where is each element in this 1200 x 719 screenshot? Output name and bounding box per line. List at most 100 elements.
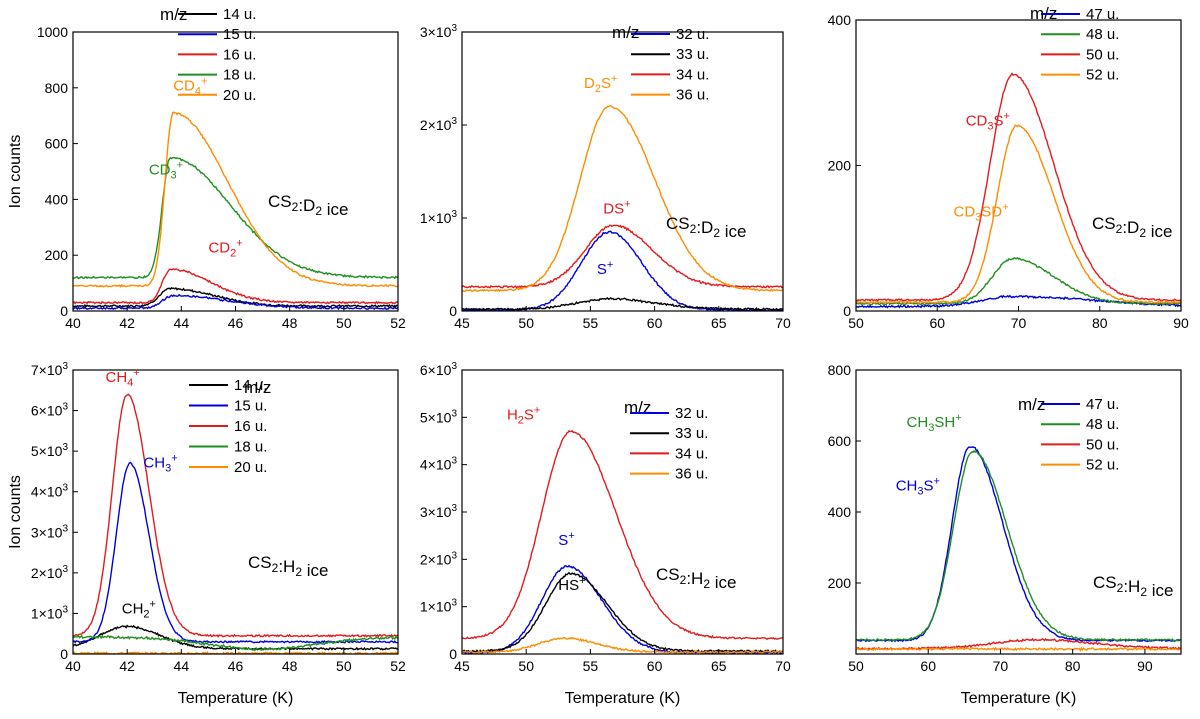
legend-label: 36 u. [676,87,709,104]
x-axis-title: Temperature (K) [961,690,1077,707]
y-tick-label: 4×103 [31,483,69,500]
y-tick-label: 1000 [37,24,68,40]
x-tick-label: 44 [174,658,190,674]
y-tick-label: 0 [60,646,68,662]
legend-label: 47 u. [1086,6,1119,23]
panel-d: 40 42 44 46 48 50 52 0 1×103 2×103 3×103 4×103 5×103… [7,361,406,707]
sample-label: CS2:H2 ice [656,565,736,592]
annotation-label: CH3+ [143,452,177,474]
series-line-d-16 [73,393,398,638]
x-tick-label: 65 [711,658,727,674]
legend-label: 52 u. [1086,457,1119,474]
y-tick-label: 0 [449,646,457,662]
sample-label: CS2:D2 ice [1092,214,1172,241]
x-tick-label: 50 [848,315,864,331]
y-tick-label: 200 [45,247,69,263]
legend-label: 15 u. [234,398,267,415]
series-line-f-52 [856,646,1181,652]
annotation-label: H2S+ [507,405,540,427]
y-tick-label: 2×103 [420,116,458,133]
legend-label: 50 u. [1086,436,1119,453]
x-tick-label: 45 [454,658,470,674]
legend-label: 48 u. [1086,26,1119,43]
y-tick-label: 0 [60,303,68,319]
x-tick-label: 55 [583,658,599,674]
x-tick-label: 80 [1092,315,1108,331]
annotation-label: D2S+ [584,73,617,95]
x-tick-label: 40 [65,315,81,331]
annotation-label: S+ [558,530,574,549]
y-tick-label: 800 [45,80,69,96]
x-tick-label: 42 [119,315,135,331]
series-line-c-50 [856,72,1181,302]
y-axis-title: Ion counts [7,475,24,549]
annotation-label: CH4+ [106,367,140,389]
panel-a: 40 42 44 46 48 50 52 0 200 400 600 800 1000 Ion count… [7,5,406,331]
annotation-label: CD4+ [173,76,207,98]
y-tick-label: 0 [843,303,851,319]
sample-label: CS2:H2 ice [248,553,328,580]
series-line-a-16 [73,268,398,305]
legend-title: m/z [160,5,187,24]
x-tick-label: 80 [1065,658,1081,674]
series-line-a-14 [73,286,398,309]
legend-label: 48 u. [1086,416,1119,433]
legend-title: m/z [624,398,651,417]
series-line-b-34 [462,224,783,289]
x-tick-label: 70 [775,658,791,674]
series-line-f-47 [856,446,1181,643]
x-tick-label: 50 [848,658,864,674]
legend-label: 16 u. [223,46,256,63]
x-tick-label: 45 [454,315,470,331]
y-tick-label: 400 [828,504,852,520]
y-tick-label: 6×103 [31,402,69,419]
x-tick-label: 50 [336,315,352,331]
series-line-e-36 [462,636,783,654]
y-tick-label: 2×103 [420,550,458,567]
legend-label: 50 u. [1086,46,1119,63]
annotation-label: CD3+ [149,159,183,181]
series-line-d-15 [73,461,398,644]
plot-frame [461,31,784,312]
y-tick-label: 1×103 [31,604,69,621]
sample-label: CS2:H2 ice [1093,573,1173,600]
x-tick-label: 48 [282,315,298,331]
x-tick-label: 60 [920,658,936,674]
legend-label: 14 u. [234,377,267,394]
series-line-a-18 [73,156,398,280]
series-line-b-33 [462,296,783,311]
series-line-a-20 [73,111,398,288]
annotation-label: CH3SH+ [907,412,962,434]
legend-label: 52 u. [1086,67,1119,84]
legend-label: 16 u. [234,418,267,435]
legend-label: 20 u. [223,87,256,104]
legend-label: 32 u. [675,405,708,422]
legend-label: 18 u. [223,67,256,84]
y-tick-label: 600 [45,136,69,152]
y-tick-label: 1×103 [420,598,458,615]
sample-label: CS2:D2 ice [268,192,348,219]
y-tick-label: 600 [828,433,852,449]
x-tick-label: 48 [282,658,298,674]
x-tick-label: 44 [174,315,190,331]
y-tick-label: 200 [828,575,852,591]
legend-label: 33 u. [675,425,708,442]
legend-label: 18 u. [234,439,267,456]
y-tick-label: 6×103 [420,361,458,378]
x-tick-label: 70 [993,658,1009,674]
annotation-label: HS+ [558,575,585,594]
y-tick-label: 5×103 [420,408,458,425]
legend-label: 15 u. [223,26,256,43]
annotation-label: DS+ [603,198,630,217]
y-tick-label: 2×103 [31,564,69,581]
x-tick-label: 46 [228,658,244,674]
panel-f: 50 60 70 80 90 200 400 600 800 Temperature (K) m/z… [828,362,1182,707]
legend-label: 20 u. [234,459,267,476]
annotation-label: S+ [597,259,613,278]
y-tick-label: 3×103 [420,23,458,40]
x-tick-label: 40 [65,658,81,674]
legend-label: 32 u. [676,26,709,43]
x-tick-label: 46 [228,315,244,331]
y-tick-label: 4×103 [420,456,458,473]
y-tick-label: 0 [449,303,457,319]
